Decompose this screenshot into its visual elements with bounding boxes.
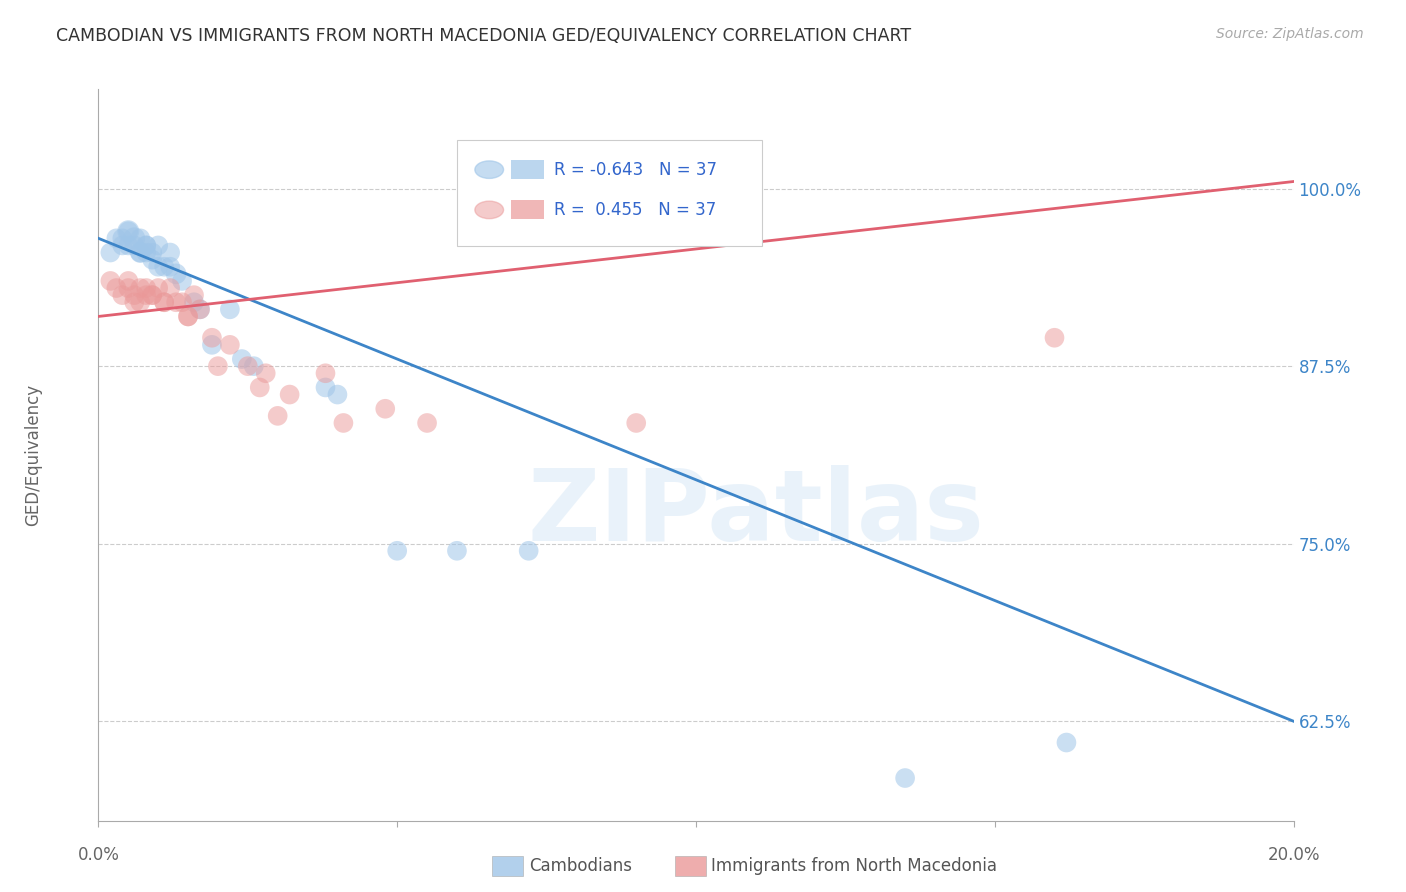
Text: Source: ZipAtlas.com: Source: ZipAtlas.com (1216, 27, 1364, 41)
Point (135, 288, 157, 302)
Point (165, 295, 187, 310)
FancyBboxPatch shape (510, 161, 544, 179)
Point (188, 302, 211, 317)
Point (100, 245, 122, 260)
Point (135, 238, 157, 252)
Point (894, 771, 917, 785)
Text: 0.0%: 0.0% (77, 847, 120, 864)
Point (124, 288, 146, 302)
Point (254, 366, 277, 380)
Point (100, 274, 122, 288)
Point (159, 281, 181, 295)
Point (177, 310, 200, 324)
Text: ZIPatlas: ZIPatlas (527, 465, 984, 562)
Point (1043, 331, 1066, 345)
Point (141, 288, 163, 302)
Point (135, 245, 157, 260)
Point (374, 401, 396, 416)
Point (165, 267, 187, 281)
Point (385, 543, 409, 558)
Point (278, 387, 301, 401)
Text: R = -0.643   N = 37: R = -0.643 N = 37 (554, 161, 717, 178)
Point (135, 238, 157, 252)
Point (315, 380, 337, 394)
Point (117, 224, 139, 238)
Point (626, 416, 648, 430)
Point (446, 543, 468, 558)
Text: Cambodians: Cambodians (529, 857, 631, 875)
Text: Immigrants from North Macedonia: Immigrants from North Macedonia (711, 857, 997, 875)
Point (148, 260, 170, 274)
Point (201, 331, 224, 345)
Point (111, 231, 134, 245)
Point (172, 274, 194, 288)
Point (243, 359, 266, 373)
Point (124, 238, 146, 252)
Point (117, 224, 139, 238)
Point (129, 231, 152, 245)
Point (111, 288, 134, 302)
Point (326, 387, 349, 401)
Point (153, 295, 176, 310)
Point (153, 295, 176, 310)
Point (153, 260, 176, 274)
Point (129, 295, 152, 310)
Point (135, 281, 157, 295)
Point (315, 366, 337, 380)
Point (416, 416, 439, 430)
Point (124, 231, 146, 245)
Point (159, 260, 181, 274)
Circle shape (475, 201, 503, 219)
FancyBboxPatch shape (457, 140, 762, 246)
Point (129, 281, 152, 295)
Point (117, 281, 139, 295)
Point (207, 359, 229, 373)
Point (159, 245, 181, 260)
Text: 20.0%: 20.0% (1267, 847, 1320, 864)
Text: R =  0.455   N = 37: R = 0.455 N = 37 (554, 201, 716, 219)
Point (105, 281, 128, 295)
Point (148, 281, 170, 295)
Circle shape (475, 161, 503, 178)
Point (124, 295, 146, 310)
Point (201, 338, 224, 352)
Point (249, 380, 271, 394)
Point (129, 245, 152, 260)
Point (517, 543, 540, 558)
Point (183, 288, 205, 302)
Point (117, 238, 139, 252)
Text: CAMBODIAN VS IMMIGRANTS FROM NORTH MACEDONIA GED/EQUIVALENCY CORRELATION CHART: CAMBODIAN VS IMMIGRANTS FROM NORTH MACED… (56, 27, 911, 45)
Point (231, 352, 253, 367)
Point (236, 359, 259, 373)
Point (129, 245, 152, 260)
Point (177, 310, 200, 324)
Text: GED/Equivalency: GED/Equivalency (24, 384, 42, 526)
Point (111, 238, 134, 252)
Point (141, 288, 163, 302)
Point (141, 252, 163, 267)
Point (188, 302, 211, 317)
Point (183, 295, 205, 310)
Point (117, 274, 139, 288)
Point (105, 231, 128, 245)
Point (172, 295, 194, 310)
Point (332, 416, 354, 430)
FancyBboxPatch shape (510, 201, 544, 219)
Point (219, 302, 242, 317)
Point (1054, 735, 1078, 749)
Point (148, 238, 170, 252)
Point (219, 338, 242, 352)
Point (141, 245, 163, 260)
Point (267, 409, 290, 423)
